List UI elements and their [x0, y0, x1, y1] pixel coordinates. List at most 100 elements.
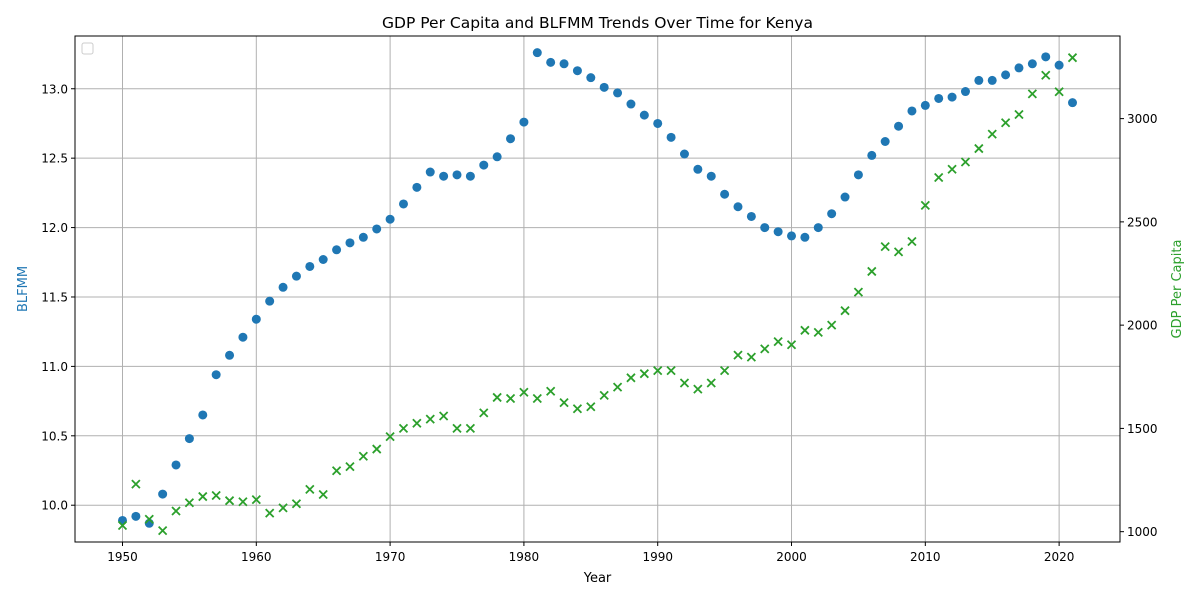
gdp-point: [626, 373, 636, 383]
gdp-point: [666, 365, 676, 376]
gdp-point: [827, 320, 837, 330]
blfmm-point: [225, 350, 235, 360]
blfmm-point: [532, 48, 542, 58]
gdp-point: [840, 306, 850, 316]
blfmm-series: [118, 48, 1077, 528]
blfmm-point: [960, 87, 970, 97]
gdp-point: [305, 484, 315, 494]
blfmm-point: [867, 150, 877, 160]
gdp-point: [920, 200, 930, 210]
blfmm-point: [211, 370, 221, 380]
gdp-point: [238, 497, 248, 507]
gdp-point: [198, 491, 208, 502]
x-tick-label: 1970: [375, 550, 406, 564]
y-axis-left: 10.0 10.5 11.0 11.5 12.0 12.5 13.0: [41, 82, 75, 513]
gdp-point: [479, 408, 489, 418]
gdp-point: [265, 508, 275, 518]
gdp-point: [144, 514, 154, 524]
blfmm-point: [720, 189, 730, 199]
gdp-point: [867, 266, 877, 277]
blfmm-point: [666, 132, 676, 142]
blfmm-point: [278, 282, 288, 292]
blfmm-point: [599, 82, 609, 92]
chart-title: GDP Per Capita and BLFMM Trends Over Tim…: [382, 14, 813, 32]
gdp-point: [224, 496, 235, 506]
blfmm-point: [773, 227, 783, 237]
blfmm-point: [398, 199, 408, 209]
blfmm-point: [840, 192, 850, 202]
gdp-point: [131, 479, 141, 489]
blfmm-point: [746, 211, 756, 221]
gdp-point: [1000, 118, 1011, 128]
blfmm-point: [626, 99, 636, 109]
y-left-tick-label: 11.0: [41, 360, 68, 374]
y-left-tick-label: 11.5: [41, 290, 68, 304]
gdp-point: [773, 337, 783, 347]
y-left-tick-label: 10.0: [41, 499, 68, 513]
y-axis-right-label: GDP Per Capita: [1170, 240, 1185, 339]
gdp-point: [786, 340, 797, 350]
gdp-point: [960, 157, 971, 167]
blfmm-point: [198, 410, 208, 420]
gdp-point: [385, 432, 395, 442]
blfmm-point: [813, 223, 823, 233]
gdp-point: [492, 392, 502, 403]
gdp-point: [211, 490, 221, 501]
blfmm-point: [693, 164, 703, 174]
blfmm-point: [706, 171, 716, 181]
gdp-point: [974, 143, 984, 154]
blfmm-point: [251, 314, 261, 324]
blfmm-point: [1041, 52, 1051, 62]
y-right-tick-label: 1000: [1127, 525, 1158, 539]
gdp-point: [318, 489, 328, 500]
gdp-point: [679, 378, 690, 388]
gdp-point: [158, 526, 168, 536]
gdp-point: [947, 164, 957, 174]
gdp-point: [345, 461, 355, 472]
blfmm-point: [760, 223, 770, 233]
gdp-point: [505, 393, 516, 404]
gdp-point: [760, 344, 770, 354]
gdp-point: [278, 503, 288, 513]
x-tick-label: 1980: [509, 550, 540, 564]
blfmm-point: [880, 137, 890, 147]
blfmm-point: [358, 232, 368, 242]
gdp-point: [452, 423, 462, 434]
legend-box: [81, 42, 94, 55]
gdp-point: [358, 451, 368, 461]
gdp-point: [934, 172, 944, 183]
blfmm-point: [653, 118, 663, 128]
blfmm-point: [506, 134, 516, 144]
x-tick-label: 2020: [1044, 550, 1075, 564]
gdp-point: [372, 444, 382, 454]
gdp-point: [586, 402, 596, 412]
blfmm-point: [974, 75, 984, 85]
blfmm-point: [572, 66, 582, 76]
x-axis-label: Year: [583, 571, 612, 586]
gdp-point: [331, 466, 342, 476]
gdp-point: [639, 369, 649, 379]
blfmm-point: [332, 245, 342, 255]
blfmm-point: [894, 121, 904, 131]
blfmm-point: [827, 209, 837, 219]
gdp-series: [117, 53, 1078, 536]
gdp-point: [800, 325, 810, 335]
blfmm-point: [800, 232, 810, 242]
gdp-point: [706, 378, 716, 388]
gdp-point: [653, 365, 663, 376]
y-right-tick-label: 1500: [1127, 422, 1158, 436]
y-right-tick-label: 3000: [1127, 112, 1158, 126]
blfmm-point: [425, 167, 435, 177]
y-left-tick-label: 10.5: [41, 429, 68, 443]
gdp-point: [1027, 89, 1037, 99]
gdp-point: [1041, 70, 1051, 80]
gdp-point: [693, 384, 703, 394]
gdp-point: [572, 404, 583, 414]
blfmm-point: [265, 296, 275, 306]
blfmm-point: [452, 170, 462, 180]
gdp-point: [532, 393, 542, 404]
gdp-point: [398, 423, 409, 434]
gdp-point: [291, 499, 302, 509]
blfmm-point: [465, 171, 475, 181]
